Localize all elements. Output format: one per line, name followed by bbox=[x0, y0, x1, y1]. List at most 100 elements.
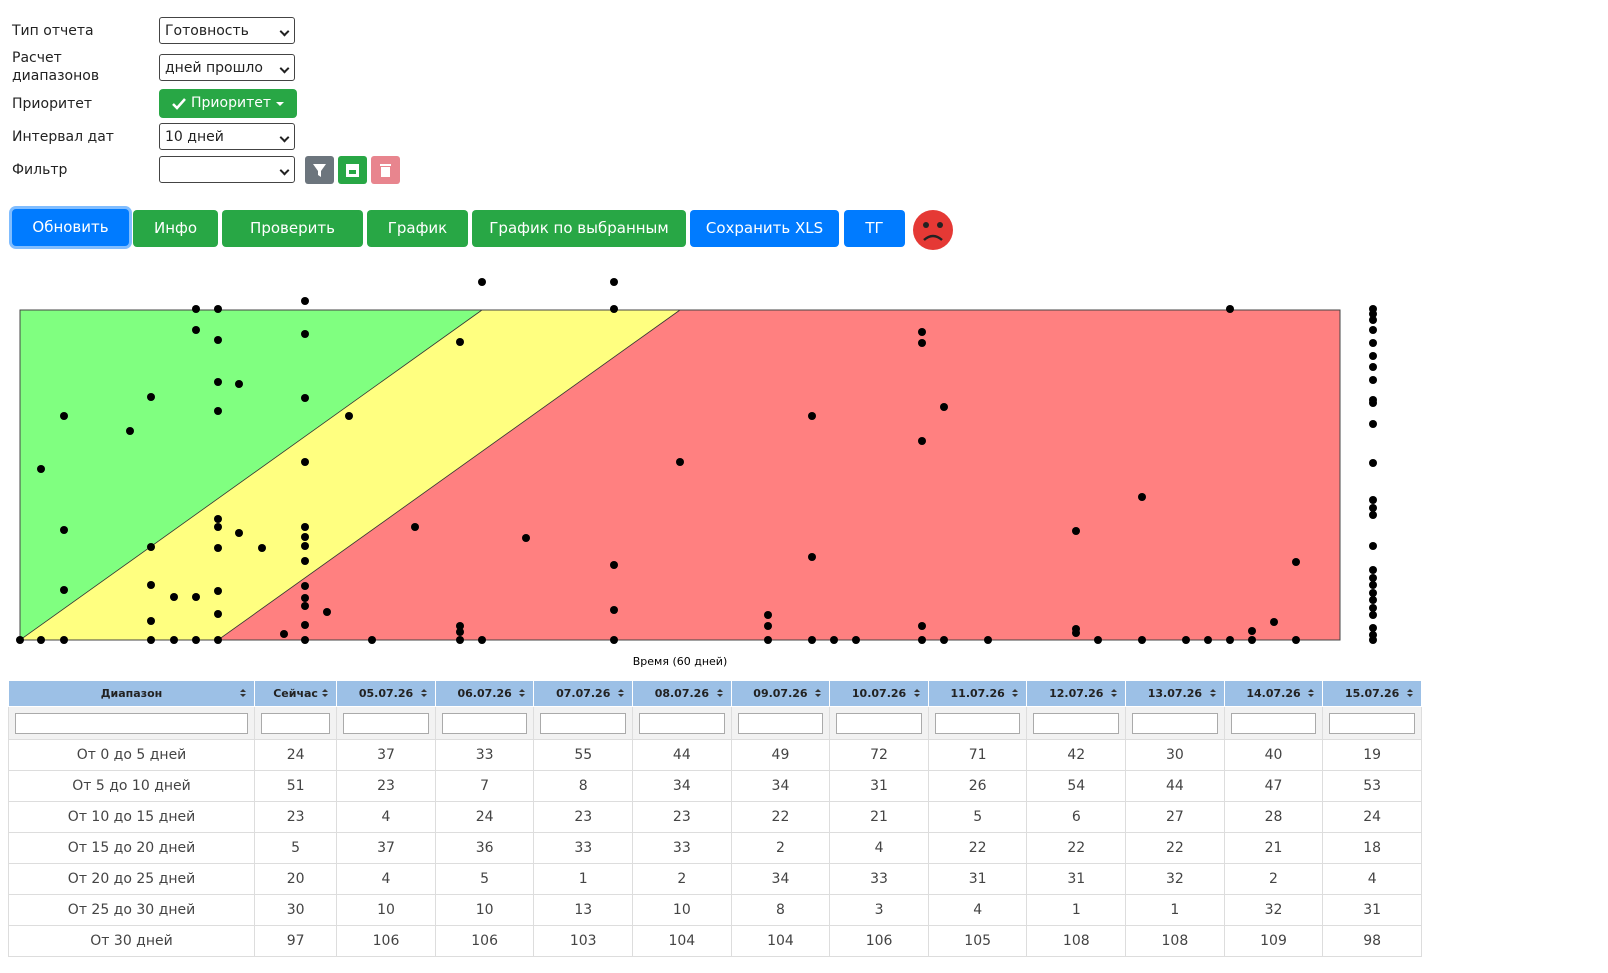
dot bbox=[1369, 636, 1377, 644]
table-cell: 10 bbox=[336, 894, 436, 926]
filter-button[interactable] bbox=[305, 156, 334, 184]
dot bbox=[610, 278, 618, 286]
status-face bbox=[913, 210, 953, 250]
dot bbox=[301, 636, 309, 644]
table-cell: 2 bbox=[730, 832, 831, 864]
table-cell: 24 bbox=[253, 739, 338, 771]
table-cell: 10 bbox=[434, 894, 535, 926]
dot bbox=[1369, 326, 1377, 334]
chart-selected-button[interactable]: График по выбранным bbox=[472, 210, 686, 247]
column-header: 05.07.26 bbox=[336, 680, 436, 707]
table-cell: 24 bbox=[1322, 801, 1422, 833]
dot bbox=[1369, 566, 1377, 574]
trash-icon bbox=[380, 164, 391, 177]
table-cell: 5 bbox=[434, 863, 535, 895]
table-cell: 34 bbox=[730, 863, 831, 895]
dot bbox=[301, 533, 309, 541]
dot bbox=[192, 636, 200, 644]
dot bbox=[984, 636, 992, 644]
filter-input[interactable] bbox=[1329, 712, 1415, 734]
filter-input[interactable] bbox=[15, 712, 248, 734]
check-icon bbox=[172, 97, 186, 110]
dot bbox=[147, 581, 155, 589]
table-row: От 25 до 30 дней 30 10 10 13 10 8 3 4 1 1 32 31 bbox=[8, 894, 1422, 926]
dot bbox=[1138, 493, 1146, 501]
dot bbox=[1248, 636, 1256, 644]
save-xls-button[interactable]: Сохранить XLS bbox=[690, 210, 839, 247]
field-label: Расчет диапазонов bbox=[12, 50, 100, 84]
filter-icon bbox=[313, 164, 326, 177]
check-dropdown[interactable]: Проверить bbox=[222, 210, 363, 247]
table-cell: 27 bbox=[1125, 801, 1225, 833]
dot bbox=[456, 622, 464, 630]
table-cell: 8 bbox=[730, 894, 831, 926]
dot bbox=[147, 617, 155, 625]
save-button[interactable] bbox=[338, 156, 367, 184]
dot bbox=[214, 610, 222, 618]
field-label: Фильтр bbox=[12, 162, 68, 178]
dot bbox=[1138, 636, 1146, 644]
table-cell: 33 bbox=[829, 863, 929, 895]
column-header: 09.07.26 bbox=[730, 680, 831, 707]
select[interactable] bbox=[159, 156, 295, 183]
dot bbox=[214, 523, 222, 531]
dot bbox=[192, 305, 200, 313]
filter-input[interactable] bbox=[737, 712, 824, 734]
filter-input[interactable] bbox=[1230, 712, 1317, 734]
refresh-button[interactable]: Обновить bbox=[12, 209, 129, 246]
filter-row bbox=[8, 706, 1422, 740]
dot bbox=[1369, 352, 1377, 360]
table-cell: 18 bbox=[1322, 832, 1422, 864]
table-cell: 37 bbox=[336, 739, 436, 771]
table-cell: 28 bbox=[1223, 801, 1324, 833]
table-body: От 0 до 5 дней 24 37 33 55 44 49 72 71 42 30 40 19 От… bbox=[8, 706, 1422, 957]
table-cell: 44 bbox=[1125, 770, 1225, 802]
column-header: 08.07.26 bbox=[632, 680, 732, 707]
button-text: ТГ bbox=[865, 219, 884, 237]
chart-button[interactable]: График bbox=[367, 210, 468, 247]
filter-input[interactable] bbox=[639, 712, 725, 734]
dot bbox=[1369, 542, 1377, 550]
table-cell: От 0 до 5 дней bbox=[8, 739, 255, 771]
table-cell: 34 bbox=[632, 770, 732, 802]
select[interactable]: 10 дней bbox=[159, 123, 295, 150]
filter-input[interactable] bbox=[934, 712, 1021, 734]
dot bbox=[37, 465, 45, 473]
dot bbox=[147, 543, 155, 551]
tg-button[interactable]: ТГ bbox=[844, 210, 905, 247]
table-cell: 108 bbox=[1026, 925, 1127, 957]
plot-frame bbox=[19, 309, 1341, 641]
priority-dropdown[interactable]: Приоритет bbox=[159, 89, 297, 118]
dot bbox=[456, 628, 464, 636]
dot bbox=[214, 407, 222, 415]
table-cell: 49 bbox=[730, 739, 831, 771]
dot bbox=[1292, 636, 1300, 644]
table-cell: 72 bbox=[829, 739, 929, 771]
delete-button[interactable] bbox=[371, 156, 400, 184]
table-cell: От 10 до 15 дней bbox=[8, 801, 255, 833]
filter-input[interactable] bbox=[261, 712, 331, 734]
filter-input[interactable] bbox=[343, 712, 429, 734]
dot bbox=[170, 593, 178, 601]
dot bbox=[1072, 527, 1080, 535]
select[interactable]: дней прошло bbox=[159, 54, 295, 81]
column-header: 15.07.26 bbox=[1322, 680, 1422, 707]
table-cell: 23 bbox=[336, 770, 436, 802]
table-cell: 7 bbox=[434, 770, 535, 802]
zone-border bbox=[19, 309, 483, 641]
zone-red bbox=[218, 310, 1340, 640]
dot bbox=[1369, 496, 1377, 504]
table-cell: 54 bbox=[1026, 770, 1127, 802]
dot bbox=[1369, 376, 1377, 384]
select[interactable]: Готовность bbox=[159, 17, 295, 44]
filter-input[interactable] bbox=[836, 712, 922, 734]
dot bbox=[610, 561, 618, 569]
table-cell: 51 bbox=[253, 770, 338, 802]
filter-input[interactable] bbox=[1132, 712, 1218, 734]
filter-input[interactable] bbox=[441, 712, 528, 734]
table-cell: 103 bbox=[533, 925, 634, 957]
filter-input[interactable] bbox=[1033, 712, 1120, 734]
info-button[interactable]: Инфо bbox=[133, 210, 218, 247]
filter-input[interactable] bbox=[540, 712, 627, 734]
table-cell: 23 bbox=[632, 801, 732, 833]
